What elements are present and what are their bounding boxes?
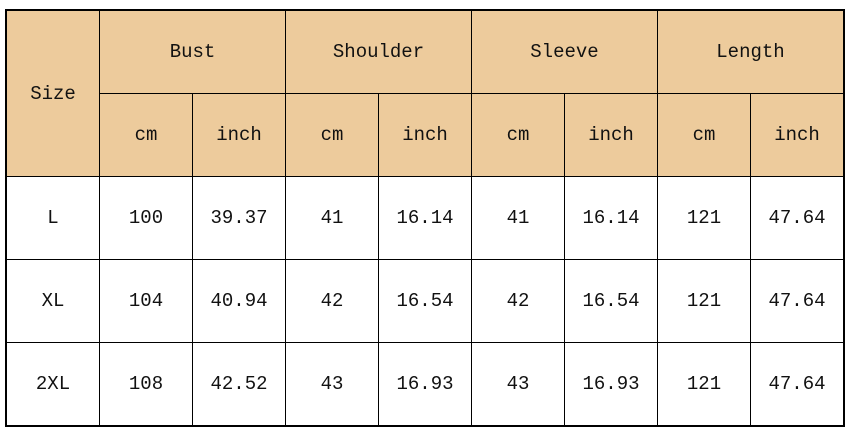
size-chart-table: Size Bust Shoulder Sleeve Length cm inch… (5, 9, 845, 427)
header-sleeve: Sleeve (471, 9, 658, 94)
value-cell: 104 (99, 259, 193, 343)
header-length: Length (657, 9, 845, 94)
unit-cm: cm (657, 93, 751, 177)
header-size: Size (5, 9, 100, 177)
value-cell: 47.64 (750, 342, 845, 427)
unit-cm: cm (99, 93, 193, 177)
unit-inch: inch (564, 93, 658, 177)
value-cell: 39.37 (192, 176, 286, 260)
unit-inch: inch (750, 93, 845, 177)
value-cell: 43 (285, 342, 379, 427)
value-cell: 16.93 (378, 342, 472, 427)
value-cell: 42 (285, 259, 379, 343)
value-cell: 108 (99, 342, 193, 427)
value-cell: 43 (471, 342, 565, 427)
table-row: 2XL 108 42.52 43 16.93 43 16.93 121 47.64 (5, 342, 845, 427)
header-shoulder: Shoulder (285, 9, 472, 94)
unit-inch: inch (192, 93, 286, 177)
value-cell: 40.94 (192, 259, 286, 343)
value-cell: 41 (471, 176, 565, 260)
value-cell: 16.54 (564, 259, 658, 343)
size-cell: L (5, 176, 100, 260)
value-cell: 121 (657, 176, 751, 260)
unit-inch: inch (378, 93, 472, 177)
size-cell: 2XL (5, 342, 100, 427)
value-cell: 42.52 (192, 342, 286, 427)
table-row: XL 104 40.94 42 16.54 42 16.54 121 47.64 (5, 259, 845, 343)
value-cell: 100 (99, 176, 193, 260)
value-cell: 42 (471, 259, 565, 343)
value-cell: 16.14 (564, 176, 658, 260)
header-bust: Bust (99, 9, 286, 94)
value-cell: 121 (657, 342, 751, 427)
unit-cm: cm (285, 93, 379, 177)
unit-cm: cm (471, 93, 565, 177)
value-cell: 16.54 (378, 259, 472, 343)
value-cell: 16.14 (378, 176, 472, 260)
value-cell: 41 (285, 176, 379, 260)
value-cell: 121 (657, 259, 751, 343)
table-row: L 100 39.37 41 16.14 41 16.14 121 47.64 (5, 176, 845, 260)
value-cell: 16.93 (564, 342, 658, 427)
header-row-units: cm inch cm inch cm inch cm inch (6, 93, 845, 177)
value-cell: 47.64 (750, 176, 845, 260)
header-row-groups: Size Bust Shoulder Sleeve Length (5, 9, 845, 177)
value-cell: 47.64 (750, 259, 845, 343)
size-cell: XL (5, 259, 100, 343)
